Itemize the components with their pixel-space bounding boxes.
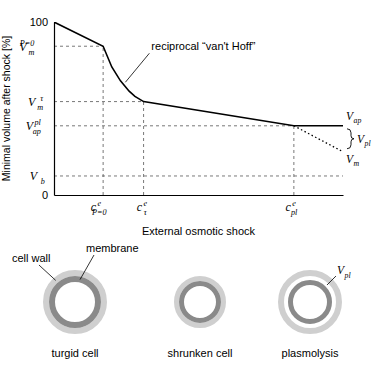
y-axis: 0VbVplapVτmVP=0m100: [19, 16, 55, 201]
x-axis: ceP=0ceτcepl: [55, 195, 344, 217]
y-tick: Vτm: [28, 94, 54, 112]
annotation-leader: [125, 53, 149, 82]
series-line: [294, 126, 343, 152]
y-tick-label-sub: m: [37, 103, 43, 112]
y-tick-label: 0: [42, 189, 48, 201]
y-tick-label: Vb: [30, 169, 45, 186]
y-tick: Vb: [30, 169, 54, 186]
x-tick-label: cepl: [286, 199, 298, 217]
membrane: [52, 279, 98, 325]
guide-line: [54, 175, 343, 176]
y-tick: 0: [42, 189, 54, 201]
x-tick-label-sub: P=0: [91, 208, 107, 217]
y-tick-label-sub: b: [41, 177, 45, 186]
end-label: Vap: [346, 110, 361, 126]
inner-label: Vpl: [337, 264, 351, 280]
gap-brace: [347, 129, 354, 149]
cell-wall: [46, 273, 104, 331]
guide-line: [103, 46, 104, 195]
y-tick-label: Vplap: [26, 118, 42, 136]
y-tick: Vplap: [26, 118, 54, 136]
part-leader: [39, 265, 56, 280]
x-tick-label: ceP=0: [91, 199, 107, 217]
part-label: membrane: [86, 242, 139, 254]
y-tick-label-base: V: [28, 95, 37, 109]
x-tick-label-sub: τ: [144, 208, 148, 217]
y-tick-label: VP=0m: [19, 39, 35, 57]
end-label: Vm: [346, 153, 360, 169]
cell: turgid cell: [46, 273, 104, 359]
membrane: [182, 284, 219, 321]
y-tick: VP=0m: [19, 39, 54, 57]
series-line: [54, 22, 343, 126]
x-tick-label-base: c: [137, 200, 143, 214]
cell-wall: [177, 279, 224, 326]
guide-line: [54, 46, 103, 47]
x-axis-line: [55, 195, 344, 196]
x-tick-label-sub: pl: [290, 208, 298, 217]
figure: 0VbVplapVτmVP=0m100ceP=0ceτceplMinimal v…: [0, 0, 387, 373]
end-label-sub: ap: [354, 116, 362, 125]
y-tick-label: Vτm: [28, 94, 44, 112]
part-leader: [80, 255, 94, 280]
y-tick-label-sup: P=0: [19, 39, 35, 48]
x-tick-label-sup: e: [97, 199, 101, 208]
y-axis-line: [54, 23, 55, 196]
guide-line: [143, 102, 144, 195]
x-tick-label: ceτ: [137, 199, 148, 217]
x-tick-label-sup: e: [292, 199, 296, 208]
y-tick: 100: [30, 16, 54, 28]
cell-caption: shrunken cell: [168, 347, 233, 359]
x-tick: ceτ: [137, 195, 148, 217]
gap-label: Vpl: [357, 133, 371, 149]
part-label: cell wall: [12, 252, 51, 264]
x-tick: cepl: [286, 195, 298, 217]
guide-line: [293, 126, 294, 195]
guide-line: [54, 101, 144, 102]
y-tick-label-sub: m: [29, 48, 35, 57]
cell-caption: turgid cell: [51, 347, 98, 359]
guide-line: [54, 125, 294, 126]
illustration: turgid cell shrunken cell plasmolysis Vpl ce…: [12, 242, 351, 359]
guides: [54, 46, 343, 195]
y-tick-label-base: V: [30, 169, 39, 183]
cell: plasmolysis Vpl: [281, 264, 351, 359]
y-tick-label-sub: ap: [33, 127, 41, 136]
end-label-sub: m: [354, 159, 360, 168]
plot-area: [54, 22, 343, 152]
inner-leader: [327, 276, 336, 285]
x-tick-label-sup: e: [143, 199, 147, 208]
annotation: reciprocal “van't Hoff”: [151, 40, 255, 52]
gap-label-sub: pl: [364, 139, 371, 148]
y-tick-label: 100: [30, 16, 48, 28]
x-tick: ceP=0: [91, 195, 107, 217]
x-axis-title: External osmotic shock: [142, 225, 256, 237]
cell-caption: plasmolysis: [282, 347, 339, 359]
y-tick-label-sup: τ: [40, 94, 44, 103]
y-axis-title: Minimal volume after shock [%]: [0, 36, 12, 181]
cell-wall: [281, 273, 339, 331]
membrane: [291, 283, 330, 322]
y-tick-label-sup: pl: [33, 118, 41, 127]
inner-label-sub: pl: [344, 271, 351, 280]
cell: shrunken cell: [168, 279, 233, 360]
